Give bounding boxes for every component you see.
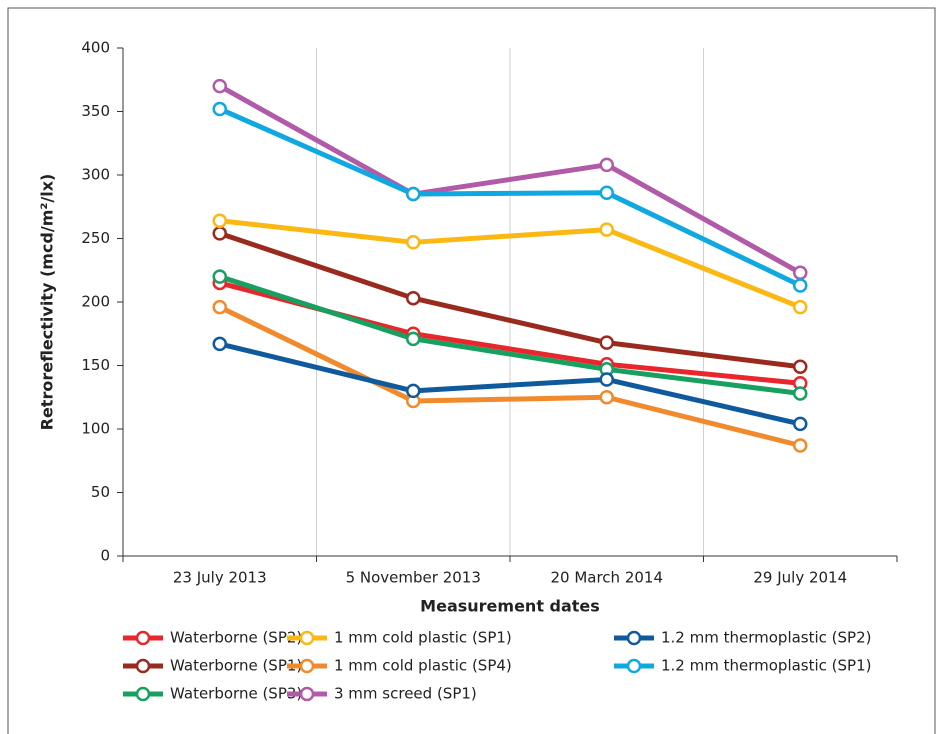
legend-label: 3 mm screed (SP1) <box>334 685 477 703</box>
y-tick-label: 100 <box>81 420 110 438</box>
legend-marker <box>299 658 315 674</box>
marker <box>212 78 227 94</box>
y-tick-label: 400 <box>81 39 110 57</box>
legend-label: Waterborne (SP2) <box>170 629 302 647</box>
x-tick-label: 23 July 2013 <box>173 569 267 587</box>
marker <box>212 101 227 117</box>
y-tick-label: 50 <box>91 483 110 501</box>
y-tick-label: 200 <box>81 293 110 311</box>
series-line <box>219 341 801 427</box>
marker <box>793 278 808 293</box>
marker <box>212 213 227 228</box>
marker <box>599 222 614 237</box>
marker <box>599 372 614 387</box>
marker <box>406 235 421 250</box>
x-tick-label: 29 July 2014 <box>753 569 847 587</box>
marker <box>212 336 227 352</box>
marker <box>406 331 421 347</box>
y-tick-label: 0 <box>100 547 110 565</box>
y-tick-label: 250 <box>81 229 110 247</box>
legend-label: 1 mm cold plastic (SP1) <box>334 629 512 647</box>
legend-marker <box>626 658 642 674</box>
y-axis-title: Retroreflectivity (mcd/m²/lx) <box>38 174 57 431</box>
series-line <box>218 231 801 370</box>
x-tick-label: 5 November 2013 <box>346 569 481 587</box>
marker <box>793 416 808 432</box>
marker <box>212 269 227 284</box>
y-tick-label: 300 <box>81 166 110 184</box>
x-tick-label: 20 March 2014 <box>550 569 663 587</box>
marker <box>599 390 614 405</box>
series-line <box>219 218 802 310</box>
marker <box>599 157 614 173</box>
legend-marker <box>299 686 315 702</box>
marker <box>599 185 614 201</box>
legend-label: Waterborne (SP3) <box>170 685 302 703</box>
marker <box>212 226 227 241</box>
marker <box>406 186 421 202</box>
series-line <box>218 83 802 275</box>
series-line <box>218 304 801 448</box>
series-line <box>218 106 802 288</box>
marker <box>793 265 808 281</box>
legend-marker <box>135 686 151 702</box>
x-axis-title: Measurement dates <box>420 597 600 616</box>
legend-label: 1 mm cold plastic (SP4) <box>334 657 512 675</box>
legend-marker <box>299 630 315 646</box>
marker <box>793 359 808 375</box>
marker <box>406 383 421 399</box>
marker <box>406 290 421 306</box>
y-tick-label: 350 <box>81 102 110 120</box>
y-tick-label: 150 <box>81 356 110 374</box>
legend-marker <box>135 630 151 646</box>
marker <box>212 299 227 315</box>
series-line <box>218 274 801 396</box>
legend-label: Waterborne (SP1) <box>170 657 302 675</box>
marker <box>793 386 808 401</box>
marker <box>599 335 614 350</box>
legend-marker <box>135 658 151 674</box>
legend-label: 1.2 mm thermoplastic (SP1) <box>661 657 872 675</box>
frame <box>7 7 936 734</box>
marker <box>793 438 808 453</box>
legend-marker <box>626 630 642 646</box>
marker <box>793 299 808 315</box>
legend-label: 1.2 mm thermoplastic (SP2) <box>661 629 872 647</box>
